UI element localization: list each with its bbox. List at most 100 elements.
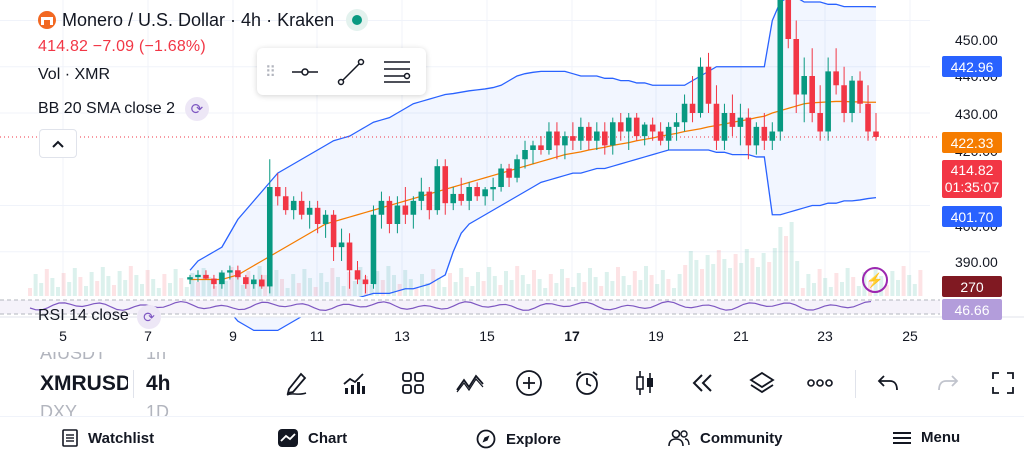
volume-bar (683, 265, 688, 296)
candles-icon[interactable] (630, 368, 660, 398)
volume-bar (95, 281, 100, 296)
volume-bar (621, 276, 626, 296)
candle-body (211, 278, 217, 285)
volume-bar (291, 274, 296, 296)
candle-body (235, 270, 241, 278)
volume-bar (364, 276, 368, 296)
volume-bar (789, 222, 794, 296)
nav-menu[interactable]: Menu (893, 429, 960, 446)
volume-bar (890, 271, 895, 296)
symbol-current[interactable]: XMRUSD (40, 372, 128, 395)
volume-bar (907, 275, 912, 296)
volume-bar (89, 272, 94, 296)
line-settings-icon (384, 60, 411, 83)
line-settings-button[interactable] (377, 54, 417, 90)
volume-bar (453, 282, 458, 296)
volume-bar (240, 285, 245, 296)
bollinger-legend[interactable]: BB 20 SMA close 2 ⟳ (38, 97, 209, 121)
nav-explore[interactable]: Explore (476, 429, 561, 449)
nav-community[interactable]: Community (668, 429, 783, 447)
nav-menu-label: Menu (921, 429, 961, 446)
candle-body (243, 277, 249, 285)
volume-bar (644, 266, 648, 296)
patterns-icon[interactable] (455, 368, 485, 398)
candle-body (466, 187, 472, 201)
symbol-title[interactable]: Monero / U.S. Dollar · 4h · Kraken (62, 9, 335, 30)
candle-body (378, 200, 385, 215)
volume-bar (39, 283, 44, 296)
symbol-interval-wheel[interactable]: AIUSDT XMRUSD DXY 1h 4h 1D (0, 352, 260, 416)
candle-body (227, 270, 233, 273)
interval-current[interactable]: 4h (146, 372, 171, 395)
volume-bar (856, 286, 861, 296)
volume-bar (537, 279, 542, 296)
interval-previous[interactable]: 1h (146, 352, 167, 363)
chart-icon (278, 429, 298, 447)
time-tick: 15 (479, 328, 495, 344)
time-tick: 19 (648, 328, 664, 344)
flash-icon[interactable]: ⚡ (862, 267, 888, 293)
volume-bar (504, 271, 508, 296)
volume-bar (28, 288, 32, 296)
volume-bar (61, 273, 66, 296)
symbol-next[interactable]: DXY (40, 402, 78, 416)
nav-chart[interactable]: Chart (278, 429, 347, 447)
fullscreen-icon[interactable] (988, 368, 1018, 398)
replay-icon[interactable] (688, 368, 718, 398)
candle-body (522, 150, 528, 160)
undo-icon[interactable] (873, 368, 903, 398)
chart-legend-title[interactable]: Monero / U.S. Dollar · 4h · Kraken (38, 9, 369, 31)
candle-body (761, 126, 768, 141)
collapse-legend-button[interactable] (39, 129, 77, 158)
volume-bar (632, 271, 637, 296)
nav-explore-label: Explore (506, 430, 562, 448)
rsi-value-label: 46.66 (942, 299, 1002, 320)
horizontal-ray-button[interactable] (285, 54, 325, 90)
wheel-divider (133, 370, 134, 398)
pencil-icon[interactable] (282, 368, 312, 398)
volume-bar (476, 272, 480, 296)
interval-next[interactable]: 1D (146, 402, 170, 416)
trend-line-button[interactable] (331, 54, 371, 90)
layers-icon[interactable] (747, 368, 777, 398)
volume-bar (498, 285, 503, 296)
market-status-icon[interactable] (346, 9, 369, 31)
volume-legend[interactable]: Vol · XMR (38, 66, 111, 83)
volume-bar (33, 274, 38, 296)
volume-bar (285, 288, 290, 296)
price-chart[interactable] (0, 0, 1024, 352)
bottom-navigation: Watchlist Chart Explore Community Menu (0, 416, 1024, 461)
nav-watchlist-label: Watchlist (88, 429, 155, 447)
time-tick: 21 (733, 328, 749, 344)
more-icon[interactable] (805, 368, 835, 398)
candle-body (817, 113, 823, 132)
volume-bar (571, 287, 576, 296)
templates-icon[interactable] (398, 368, 428, 398)
hamburger-icon (893, 431, 911, 444)
chart-area[interactable]: Monero / U.S. Dollar · 4h · Kraken 414.8… (0, 0, 1024, 352)
nav-watchlist[interactable]: Watchlist (62, 429, 154, 447)
volume-bar (492, 276, 497, 296)
candle-body (801, 76, 808, 95)
refresh-icon[interactable]: ⟳ (184, 97, 209, 121)
candle-body (570, 136, 576, 141)
volume-bar (515, 266, 520, 296)
volume-bar (184, 287, 189, 296)
rsi-legend[interactable]: RSI 14 close (38, 307, 129, 324)
volume-bar (716, 250, 721, 296)
redo-icon[interactable] (933, 368, 963, 398)
candle-body (689, 103, 696, 113)
volume-bar (106, 276, 111, 296)
bollinger-label[interactable]: BB 20 SMA close 2 (38, 100, 175, 117)
time-tick: 23 (817, 328, 833, 344)
volume-bar (84, 286, 88, 296)
drag-handle-icon[interactable]: ⠿ (265, 63, 276, 81)
refresh-icon[interactable]: ⟳ (137, 305, 161, 329)
symbol-previous[interactable]: AIUSDT (40, 352, 107, 363)
indicators-icon[interactable] (339, 368, 369, 398)
drawing-toolbar: ⠿ (257, 48, 426, 95)
alarm-icon[interactable] (572, 368, 602, 398)
volume-bar (649, 275, 654, 296)
volume-bar (806, 274, 811, 296)
add-icon[interactable] (514, 368, 544, 398)
